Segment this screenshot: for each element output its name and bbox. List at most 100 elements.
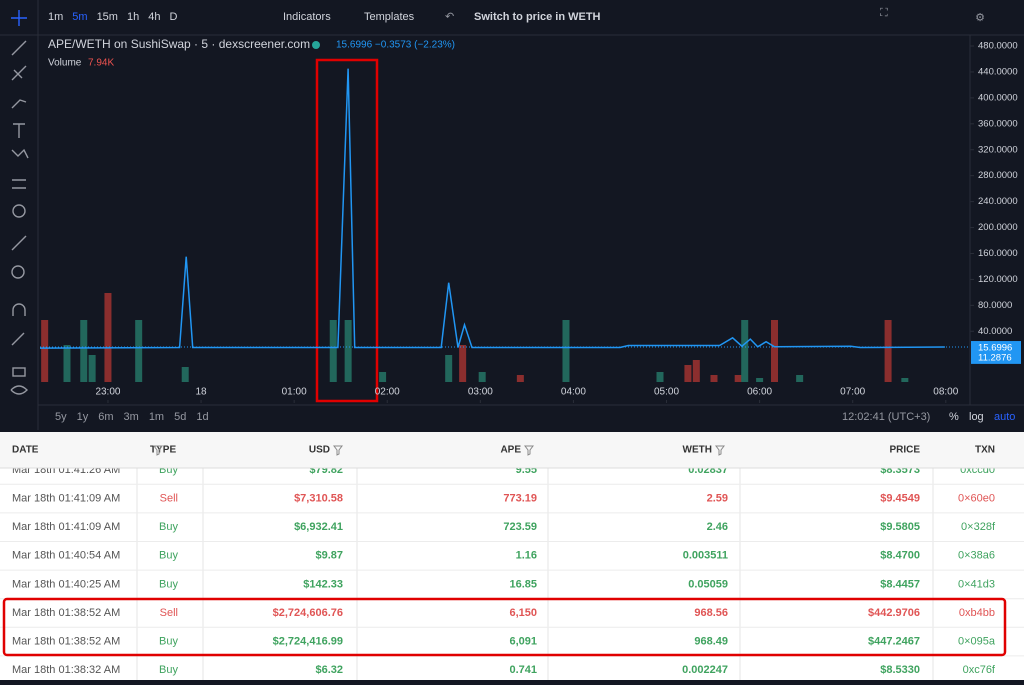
volume-bar: [63, 345, 71, 382]
filter-icon[interactable]: [333, 445, 343, 456]
volume-bar: [379, 372, 387, 382]
interval-button[interactable]: D: [169, 11, 177, 23]
table-cell: $8.4700: [880, 550, 920, 562]
table-cell: 968.49: [694, 636, 728, 648]
volume-bar: [796, 375, 804, 382]
range-button[interactable]: 1m: [149, 411, 164, 423]
range-button[interactable]: 5y: [55, 411, 67, 423]
column-header[interactable]: TYPE: [150, 445, 176, 456]
table-cell: 2.46: [707, 521, 728, 533]
table-cell: 0×095a: [958, 636, 996, 648]
column-header[interactable]: PRICE: [889, 445, 920, 456]
switch-label[interactable]: Switch to price in WETH: [474, 11, 601, 23]
price-tag-label: 11.2876: [978, 352, 1012, 363]
volume-bar: [329, 320, 337, 382]
table-header: DATE TYPE USD APE WETH PRICE TXN: [12, 445, 995, 456]
filter-icon[interactable]: [153, 445, 163, 456]
table-cell: 16.85: [509, 578, 537, 590]
volume-bar: [344, 320, 352, 382]
filter-icon[interactable]: [524, 445, 534, 456]
scale-option[interactable]: log: [969, 411, 984, 423]
x-tick-label: 07:00: [840, 387, 865, 398]
y-tick-label: 480.0000: [978, 41, 1018, 52]
volume-bar: [516, 375, 524, 382]
undo-icon[interactable]: ↶: [445, 11, 454, 23]
volume-bar: [884, 320, 892, 382]
range-button[interactable]: 3m: [124, 411, 139, 423]
table-cell: $6.32: [315, 664, 343, 676]
table-cell: 0.741: [509, 664, 537, 676]
interval-button[interactable]: 1h: [127, 11, 139, 23]
quote: 15.6996 −0.3573 (−2.23%): [336, 40, 455, 51]
status-dot: [312, 41, 320, 49]
scale-option[interactable]: %: [949, 411, 959, 423]
interval-button[interactable]: 1m: [48, 11, 63, 23]
table-cell: 0.002247: [682, 664, 728, 676]
interval-button[interactable]: 15m: [97, 11, 118, 23]
filter-icon[interactable]: [715, 445, 725, 456]
y-tick-label: 200.0000: [978, 222, 1018, 233]
y-tick-label: 320.0000: [978, 144, 1018, 155]
settings-icon[interactable]: ⚙: [975, 12, 985, 24]
range-button[interactable]: 1y: [77, 411, 89, 423]
price-tag: [971, 341, 1021, 355]
table-cell: Buy: [159, 521, 178, 533]
table-cell: 0xb4bb: [959, 607, 995, 619]
column-header[interactable]: WETH: [683, 445, 712, 456]
table-cell: Mar 18th 01:40:54 AM: [12, 550, 120, 562]
volume-bar: [692, 360, 700, 382]
chart-background: [0, 0, 1024, 432]
range-button[interactable]: 6m: [98, 411, 113, 423]
column-header[interactable]: TXN: [975, 445, 995, 456]
y-tick-label: 240.0000: [978, 196, 1018, 207]
table-cell: Mar 18th 01:40:25 AM: [12, 578, 120, 590]
table-cell: $9.5805: [880, 521, 920, 533]
chart-title: APE/WETH on SushiSwap · 5 · dexscreener.…: [48, 37, 310, 51]
y-tick-label: 440.0000: [978, 66, 1018, 77]
table-cell: $7,310.58: [294, 493, 343, 505]
volume-value: 7.94K: [88, 58, 114, 69]
range-button[interactable]: 5d: [174, 411, 186, 423]
table-cell: Mar 18th 01:38:52 AM: [12, 636, 120, 648]
templates-button[interactable]: Templates: [364, 11, 415, 23]
volume-bar: [734, 375, 742, 382]
x-tick-label: 06:00: [747, 387, 772, 398]
volume-bar: [478, 372, 486, 382]
fullscreen-icon[interactable]: ⛶: [880, 7, 888, 19]
y-tick-label: 400.0000: [978, 92, 1018, 103]
y-tick-label: 280.0000: [978, 170, 1018, 181]
interval-button[interactable]: 5m: [72, 11, 87, 23]
y-tick-label: 80.0000: [978, 300, 1012, 311]
volume-bar: [88, 355, 96, 382]
x-tick-label: 23:00: [95, 387, 120, 398]
x-tick-label: 02:00: [375, 387, 400, 398]
table-cell: 0.05059: [688, 578, 728, 590]
table-cell: $442.9706: [868, 607, 920, 619]
volume-bar: [445, 355, 453, 382]
volume-bar: [771, 320, 779, 382]
table-header-background: [0, 432, 1024, 468]
table-cell: Buy: [159, 636, 178, 648]
indicators-button[interactable]: Indicators: [283, 11, 331, 23]
table-cell: $8.4457: [880, 578, 920, 590]
x-tick-label: 04:00: [561, 387, 586, 398]
volume-bar: [459, 345, 467, 382]
volume-bar: [684, 365, 692, 382]
column-header[interactable]: USD: [309, 445, 330, 456]
table-cell: $2,724,606.76: [273, 607, 343, 619]
drawing-tools[interactable]: [10, 10, 29, 395]
highlight-box: [2, 597, 1007, 657]
interval-button[interactable]: 4h: [148, 11, 160, 23]
volume-bar: [181, 367, 189, 382]
y-tick-label: 40.0000: [978, 326, 1012, 337]
table-background: [0, 432, 1024, 680]
scale-option[interactable]: auto: [994, 411, 1015, 423]
x-tick-label: 18: [195, 387, 207, 398]
table-cell: Buy: [159, 664, 178, 676]
column-header[interactable]: APE: [500, 445, 521, 456]
table-cell: 6,150: [509, 607, 537, 619]
column-header[interactable]: DATE: [12, 445, 39, 456]
table-cell: Buy: [159, 550, 178, 562]
range-button[interactable]: 1d: [196, 411, 208, 423]
price-tag: [971, 350, 1021, 364]
